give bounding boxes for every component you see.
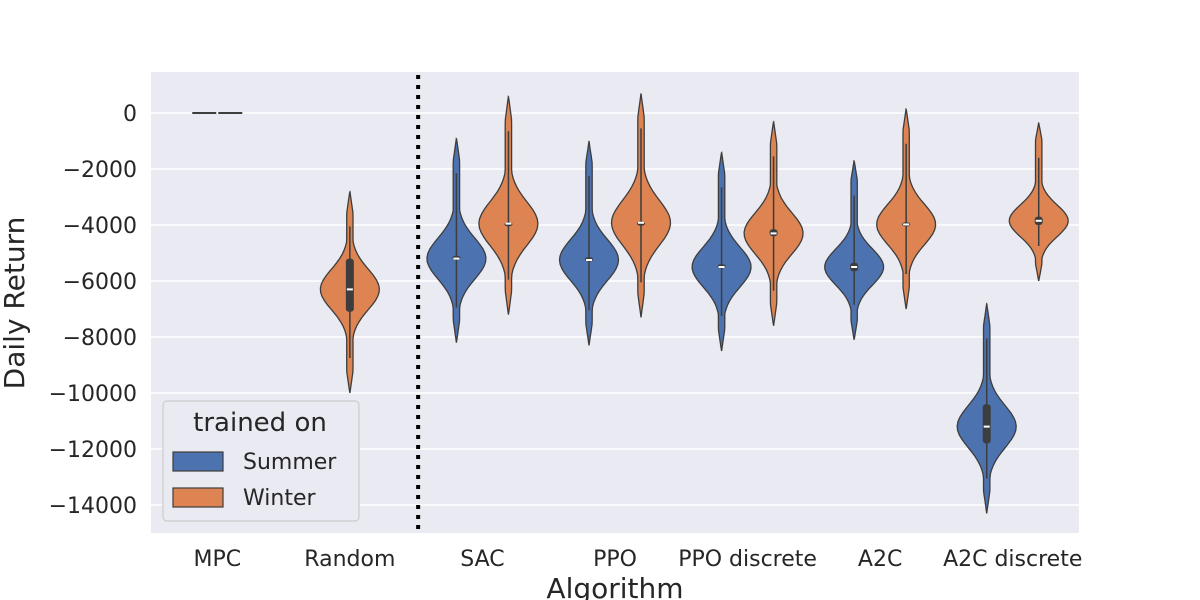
legend-swatch-summer [172,451,224,472]
violins [192,93,1069,514]
violin-winter-random-median [346,288,353,291]
y-tick-label: 0 [123,102,137,127]
y-tick-label: −14000 [49,494,137,519]
x-tick-label: Random [304,547,395,572]
violin-summer-sac-median [453,257,460,260]
y-tick-label: −10000 [49,382,137,407]
legend-title: trained on [193,408,327,438]
y-tick-label: −6000 [63,270,137,295]
violin-winter-random-iqr [345,258,354,312]
violin-summer-a2c-discrete-iqr [982,404,991,444]
x-tick-label: A2C discrete [943,547,1082,572]
x-axis-title: Algorithm [546,572,683,600]
violin-winter-sac-median [505,222,512,225]
y-tick-label: −8000 [63,326,137,351]
violin-winter-a2c-median [903,223,910,226]
y-tick-labels: 0 −2000 −4000 −6000 −8000 −10000 −12000 −14000 [49,102,137,519]
x-tick-label: SAC [460,547,504,572]
violin-summer-ppo-discrete-median [718,266,725,268]
x-tick-labels: MPC Random SAC PPO PPO discrete A2C A2C discre… [193,547,1082,572]
y-tick-label: −12000 [49,438,137,463]
violin-summer-a2c-discrete-median [983,425,990,428]
violin-summer-a2c-median [851,266,858,268]
y-tick-label: −2000 [63,158,137,183]
x-tick-label: A2C [858,547,902,572]
x-tick-label: PPO discrete [678,547,817,572]
violin-winter-ppo-discrete-median [770,232,777,235]
legend-label-winter: Winter [243,486,316,511]
legend-label-summer: Summer [243,450,337,475]
violin-winter-a2c-discrete-median [1035,219,1042,222]
legend: trained on Summer Winter [162,400,360,522]
x-tick-label: MPC [193,547,241,572]
x-tick-label: PPO [593,547,637,572]
violin-winter-ppo-median [638,221,644,224]
y-tick-label: −4000 [63,214,137,239]
y-axis-title: Daily Return [0,217,31,390]
violin-summer-ppo-median [586,259,592,261]
legend-swatch-winter [172,487,224,508]
